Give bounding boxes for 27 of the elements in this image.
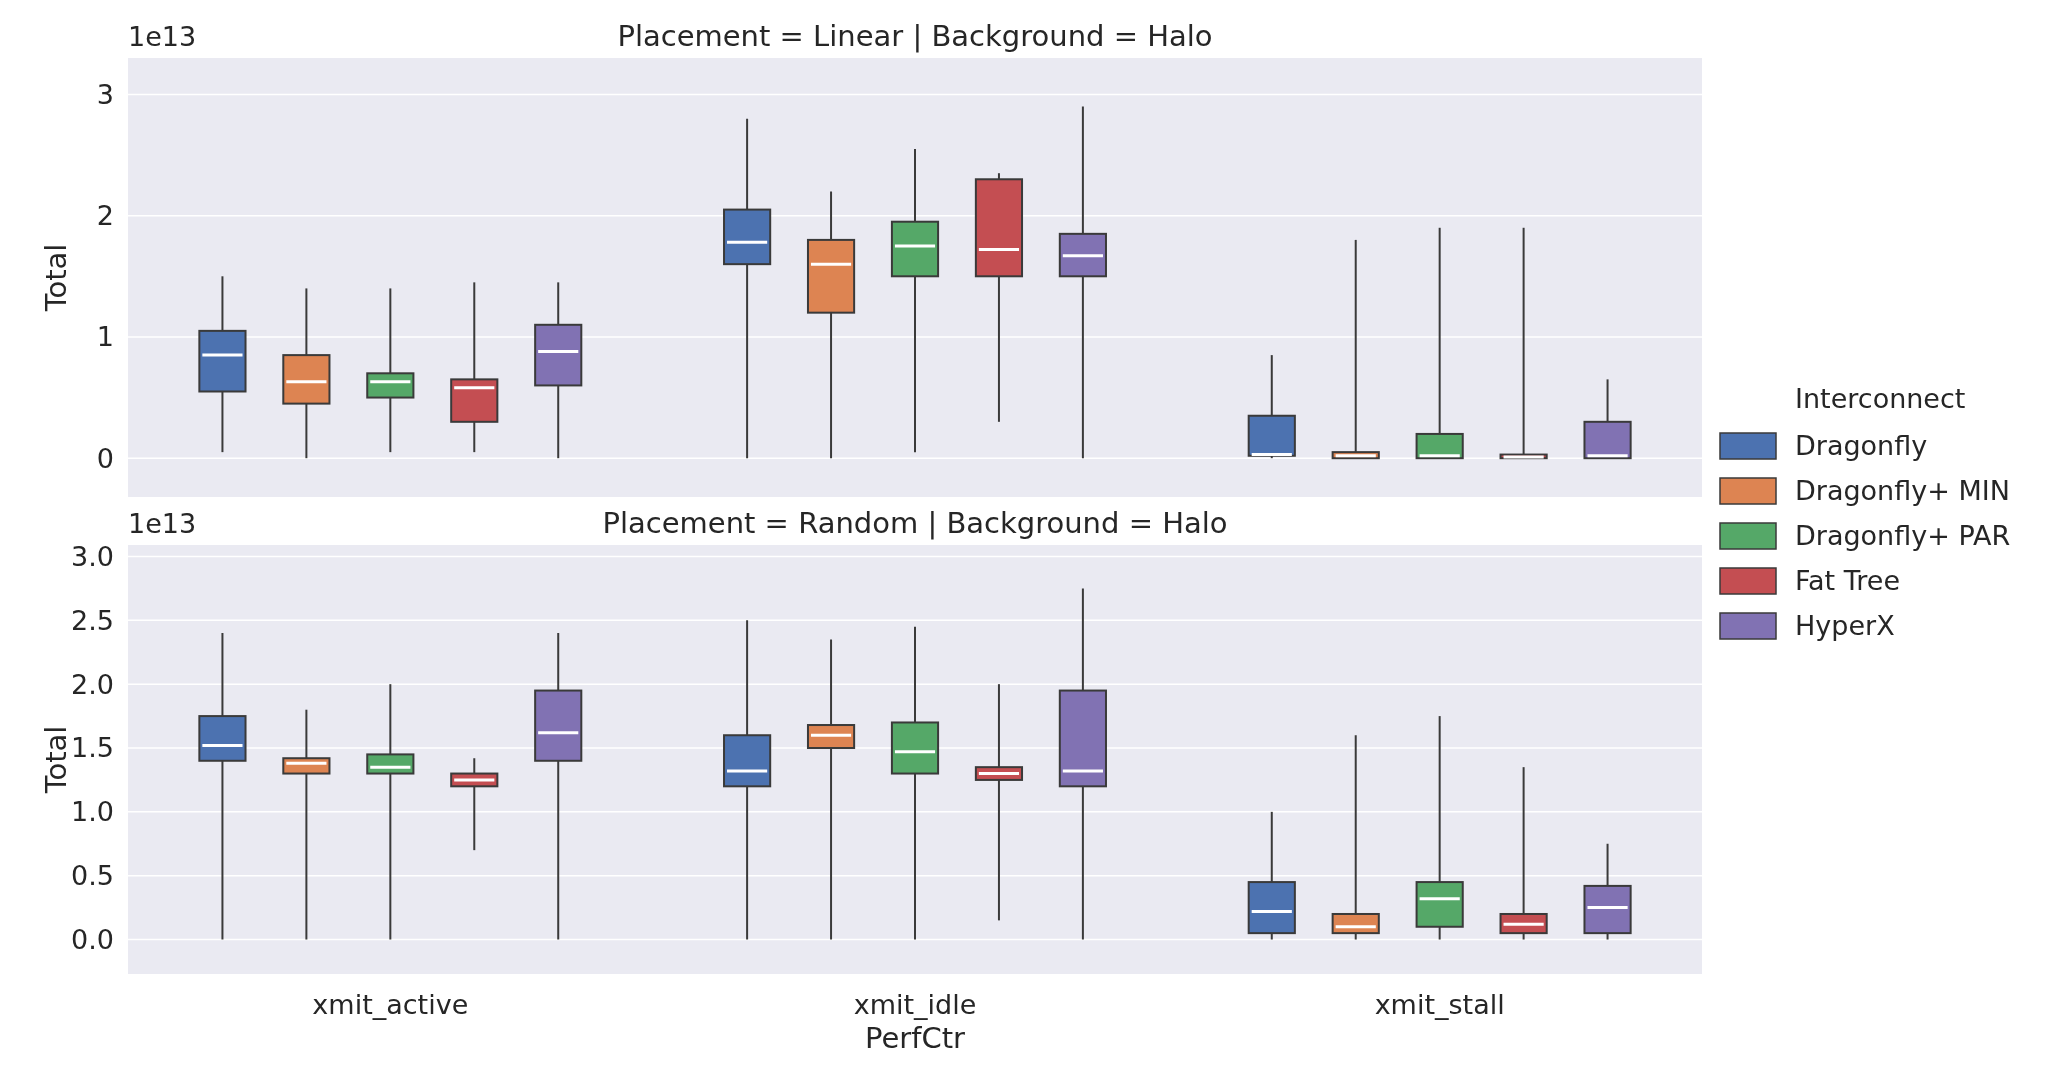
x-axis-title: PerfCtr xyxy=(865,1021,966,1055)
legend-label: Dragonfly+ MIN xyxy=(1795,475,2010,507)
y-axis-title: Total xyxy=(39,243,73,313)
y-tick-label: 2 xyxy=(96,200,114,232)
chart-title: Placement = Linear | Background = Halo xyxy=(617,19,1213,53)
x-tick-label: xmit_active xyxy=(312,989,469,1020)
y-tick-label: 1.5 xyxy=(71,732,114,764)
y-tick-label: 1 xyxy=(96,321,114,353)
legend-label: Dragonfly+ PAR xyxy=(1795,520,2011,552)
y-tick-label: 2.0 xyxy=(71,668,114,700)
y-tick-label: 3.0 xyxy=(71,540,114,572)
x-tick-label: xmit_idle xyxy=(853,989,977,1020)
x-tick-label: xmit_stall xyxy=(1374,989,1505,1020)
y-tick-label: 0 xyxy=(96,442,114,474)
y-tick-label: 0.0 xyxy=(71,923,114,955)
legend-label: Dragonfly xyxy=(1795,430,1928,462)
y-tick-label: 3 xyxy=(96,78,114,110)
legend-title: Interconnect xyxy=(1795,383,1966,414)
text: 1e13 xyxy=(128,508,197,539)
legend-label: HyperX xyxy=(1795,610,1895,642)
legend-label: Fat Tree xyxy=(1795,565,1901,597)
y-axis-title: Total xyxy=(39,725,73,795)
y-tick-label: 1.0 xyxy=(71,796,114,828)
y-tick-label: 2.5 xyxy=(71,604,114,636)
text: 1e13 xyxy=(128,21,197,52)
y-tick-label: 0.5 xyxy=(71,860,114,892)
chart-title: Placement = Random | Background = Halo xyxy=(602,506,1228,540)
